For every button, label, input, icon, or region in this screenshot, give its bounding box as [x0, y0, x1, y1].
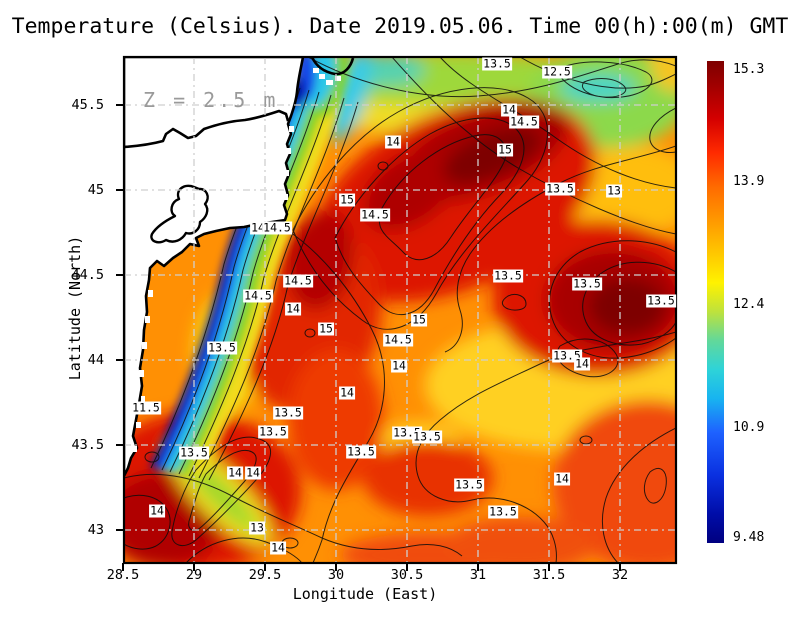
colorbar-tick-label: 12.4 — [733, 297, 765, 312]
contour-label: 12.5 — [542, 64, 572, 79]
contour-lines — [124, 57, 676, 563]
contour-label: 11.5 — [131, 400, 161, 415]
colorbar-tick-label: 9.48 — [733, 530, 765, 545]
spit-coastline — [310, 57, 355, 76]
contour-label: 13.5 — [493, 268, 523, 283]
y-tick-label: 45 — [87, 182, 104, 198]
contour-label: 15 — [339, 192, 355, 207]
colorbar-tick-label: 10.9 — [733, 420, 765, 435]
x-tick-label: 29.5 — [248, 567, 282, 583]
contour-label: 14 — [385, 134, 401, 149]
contour-label: 13.5 — [179, 445, 209, 460]
contour-label: 14.5 — [509, 114, 539, 129]
x-tick-label: 32 — [611, 567, 629, 583]
x-tick-label: 28.5 — [106, 567, 140, 583]
contour-label: 14 — [270, 540, 286, 555]
page-title: Temperature (Celsius). Date 2019.05.06. … — [11, 14, 789, 39]
contour-label: 13.5 — [482, 56, 512, 71]
contour-label: 14 — [501, 102, 517, 117]
contour-label: 14.5 — [243, 288, 273, 303]
contour-label: 13.5 — [488, 504, 518, 519]
contour-label: 13.5 — [454, 477, 484, 492]
contour-label: 14.5 — [360, 207, 390, 222]
contour-label: 15 — [411, 312, 427, 327]
y-tick-label: 43 — [87, 522, 104, 538]
x-tick-label: 29 — [185, 567, 203, 583]
depth-annotation: Z = 2.5 m — [143, 88, 279, 112]
x-axis-label: Longitude (East) — [292, 585, 438, 603]
contour-label: 14.5 — [262, 220, 292, 235]
colorbar — [707, 61, 724, 543]
contour-label: 15 — [318, 321, 334, 336]
contour-label: 14 — [227, 465, 243, 480]
x-tick-label: 31 — [469, 567, 487, 583]
temperature-field-blobs — [124, 57, 676, 563]
colorbar-tick-label: 13.9 — [733, 174, 765, 189]
contour-label: 13.5 — [273, 405, 303, 420]
colorbar-tick-label: 15.3 — [733, 62, 765, 77]
y-tick-label: 45.5 — [71, 97, 104, 113]
contour-label: 13.5 — [412, 429, 442, 444]
x-tick-label: 31.5 — [532, 567, 566, 583]
land-mask-cells — [133, 68, 341, 452]
contour-label: 14 — [339, 385, 355, 400]
contour-label: 14.5 — [383, 332, 413, 347]
contour-label: 13.5 — [646, 293, 676, 308]
contour-label: 13.5 — [207, 340, 237, 355]
contour-label: 13 — [606, 183, 622, 198]
plot-frame — [122, 55, 678, 565]
contour-label: 14 — [250, 220, 266, 235]
contour-label: 14 — [285, 301, 301, 316]
contour-label: 13.5 — [545, 181, 575, 196]
y-tick-label: 44 — [87, 352, 104, 368]
contour-label: 15 — [497, 142, 513, 157]
x-tick-label: 30 — [327, 567, 345, 583]
contour-label: 14 — [574, 356, 590, 371]
contour-label: 13.5 — [346, 444, 376, 459]
x-tick-label: 30.5 — [390, 567, 424, 583]
contour-label: 14 — [149, 503, 165, 518]
contour-label: 13.5 — [572, 276, 602, 291]
y-tick-label: 44.5 — [71, 267, 104, 283]
contour-label: 14 — [554, 471, 570, 486]
contour-label: 14.5 — [283, 273, 313, 288]
contour-label: 13 — [249, 520, 265, 535]
y-tick-label: 43.5 — [71, 437, 104, 453]
contour-label: 14 — [391, 358, 407, 373]
bay-coastline — [124, 109, 290, 149]
axis-ticks — [116, 104, 621, 571]
contour-label: 14 — [245, 465, 261, 480]
contour-label: 13.5 — [258, 424, 288, 439]
